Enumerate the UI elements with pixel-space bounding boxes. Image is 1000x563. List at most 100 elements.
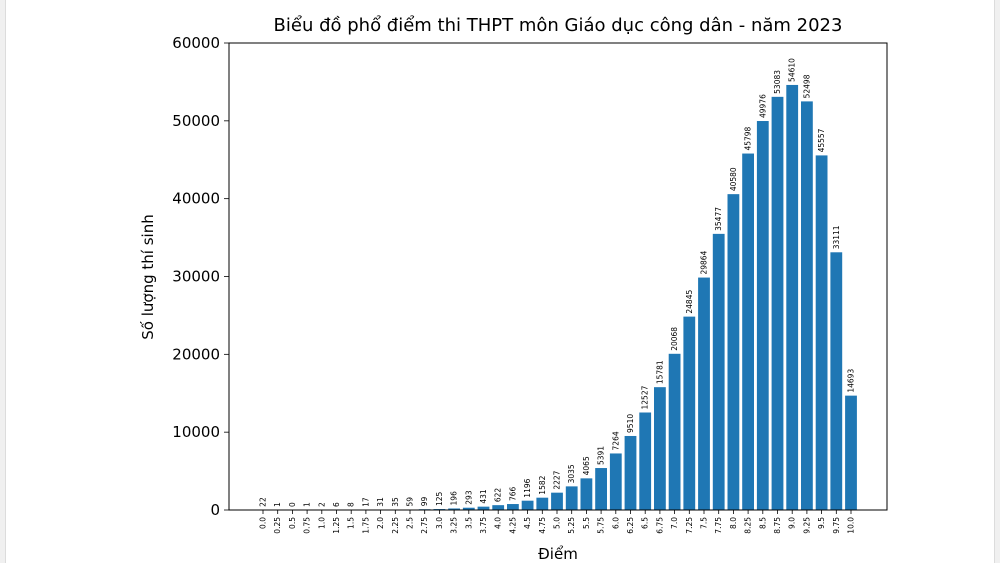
bar [521,500,534,510]
bar-value-label: 15781 [655,360,664,384]
bar-value-label: 52498 [802,74,811,98]
bar [801,101,813,510]
x-tick-label: 0.0 [259,517,268,529]
bar [462,507,475,510]
bar [786,84,799,510]
bar-value-label: 54610 [788,58,797,82]
bar-value-label: 3035 [567,464,576,483]
value-labels-group: 22 1 0 1 2 6 8 17 31 35 59 99 125 196 293 431 622 766 1196… [259,58,856,507]
x-tick-label: 3.5 [464,517,473,529]
x-tick-label: 5.25 [567,517,576,534]
x-tick-label: 6.75 [655,517,664,534]
x-tick-label: 1.75 [361,517,370,534]
x-tick-label: 6.0 [611,517,620,529]
x-ticks-group: 0.0 0.25 0.5 0.75 1.0 1.25 1.5 1.75 2.0 2.25 2.5 2.… [259,510,856,534]
bar-value-label: 5391 [597,446,606,465]
x-tick-label: 2.5 [406,517,415,529]
bar [830,252,843,511]
bar-value-label: 2 [317,502,326,507]
x-tick-label: 2.0 [376,517,385,529]
bar-value-label: 33111 [832,225,841,249]
x-tick-label: 4.0 [494,517,503,529]
x-tick-label: 0.25 [273,517,282,534]
bar [536,497,549,510]
bar [565,486,578,510]
y-tick-label: 20000 [172,345,220,363]
bar [580,478,593,510]
x-tick-label: 10.0 [847,517,856,534]
x-tick-label: 4.5 [523,517,532,529]
left-window-edge [0,0,6,563]
bar-value-label: 7264 [611,431,620,450]
bar-value-label: 1 [303,502,312,507]
bar-value-label: 8 [347,502,356,507]
bar-value-label: 1582 [538,475,547,494]
bar-value-label: 431 [479,489,488,504]
x-tick-label: 6.5 [641,517,650,529]
bar-value-label: 40580 [729,167,738,191]
bar [698,277,710,510]
bar [624,435,637,510]
y-tick-label: 10000 [172,423,220,441]
bar-value-label: 49976 [758,94,767,118]
bar-value-label: 20068 [670,327,679,351]
bar-value-label: 22 [259,497,268,507]
x-tick-label: 3.0 [435,517,444,529]
y-tick-label: 50000 [172,112,220,130]
bar-value-label: 24845 [685,290,694,314]
x-tick-label: 4.75 [538,517,547,534]
bar [845,395,857,510]
bar-value-label: 125 [435,491,444,506]
x-tick-label: 3.25 [450,517,459,534]
x-tick-label: 1.5 [347,517,356,529]
bar-value-label: 35477 [714,207,723,231]
bar [595,468,607,510]
x-tick-label: 5.75 [597,517,606,534]
bar [771,96,784,510]
bar-value-label: 45798 [744,126,753,150]
bar [551,492,563,510]
bar-value-label: 9510 [626,414,635,433]
x-tick-label: 7.0 [670,517,679,529]
y-tick-label: 60000 [172,34,220,52]
bar-value-label: 99 [420,496,429,506]
bar-value-label: 12527 [641,385,650,409]
x-tick-label: 6.25 [626,517,635,534]
bar-value-label: 53083 [773,70,782,94]
x-axis-label: Điểm [538,545,578,563]
bar-value-label: 0 [288,502,297,507]
bar-value-label: 196 [450,491,459,506]
bar-value-label: 29864 [700,250,709,274]
y-tick-label: 0 [210,501,220,519]
bar [654,387,666,510]
bar [742,153,754,511]
bar-value-label: 31 [376,497,385,507]
x-tick-label: 9.25 [802,517,811,534]
x-tick-label: 8.5 [758,517,767,529]
bar [477,506,490,510]
bar-value-label: 1196 [523,478,532,497]
bar [815,155,828,510]
chart-title: Biểu đồ phổ điểm thi THPT môn Giáo dục c… [274,15,843,36]
bar [492,505,505,510]
bar [683,316,696,510]
x-tick-label: 3.75 [479,517,488,534]
x-tick-label: 4.25 [508,517,517,534]
bars-group [257,84,857,511]
bar [448,508,460,510]
bar-value-label: 45557 [817,128,826,152]
bar-value-label: 622 [494,488,503,503]
bar-value-label: 4065 [582,456,591,475]
x-tick-label: 9.0 [788,517,797,529]
x-tick-label: 5.5 [582,517,591,529]
x-tick-label: 1.25 [332,517,341,534]
bar-value-label: 293 [464,490,473,505]
bar [727,194,740,510]
bar-value-label: 6 [332,502,341,507]
x-tick-label: 8.0 [729,517,738,529]
bar [756,121,769,511]
y-axis-label: Số lượng thí sinh [139,214,157,339]
x-tick-label: 5.0 [553,517,562,529]
x-tick-label: 9.75 [832,517,841,534]
bar-value-label: 1 [273,502,282,507]
